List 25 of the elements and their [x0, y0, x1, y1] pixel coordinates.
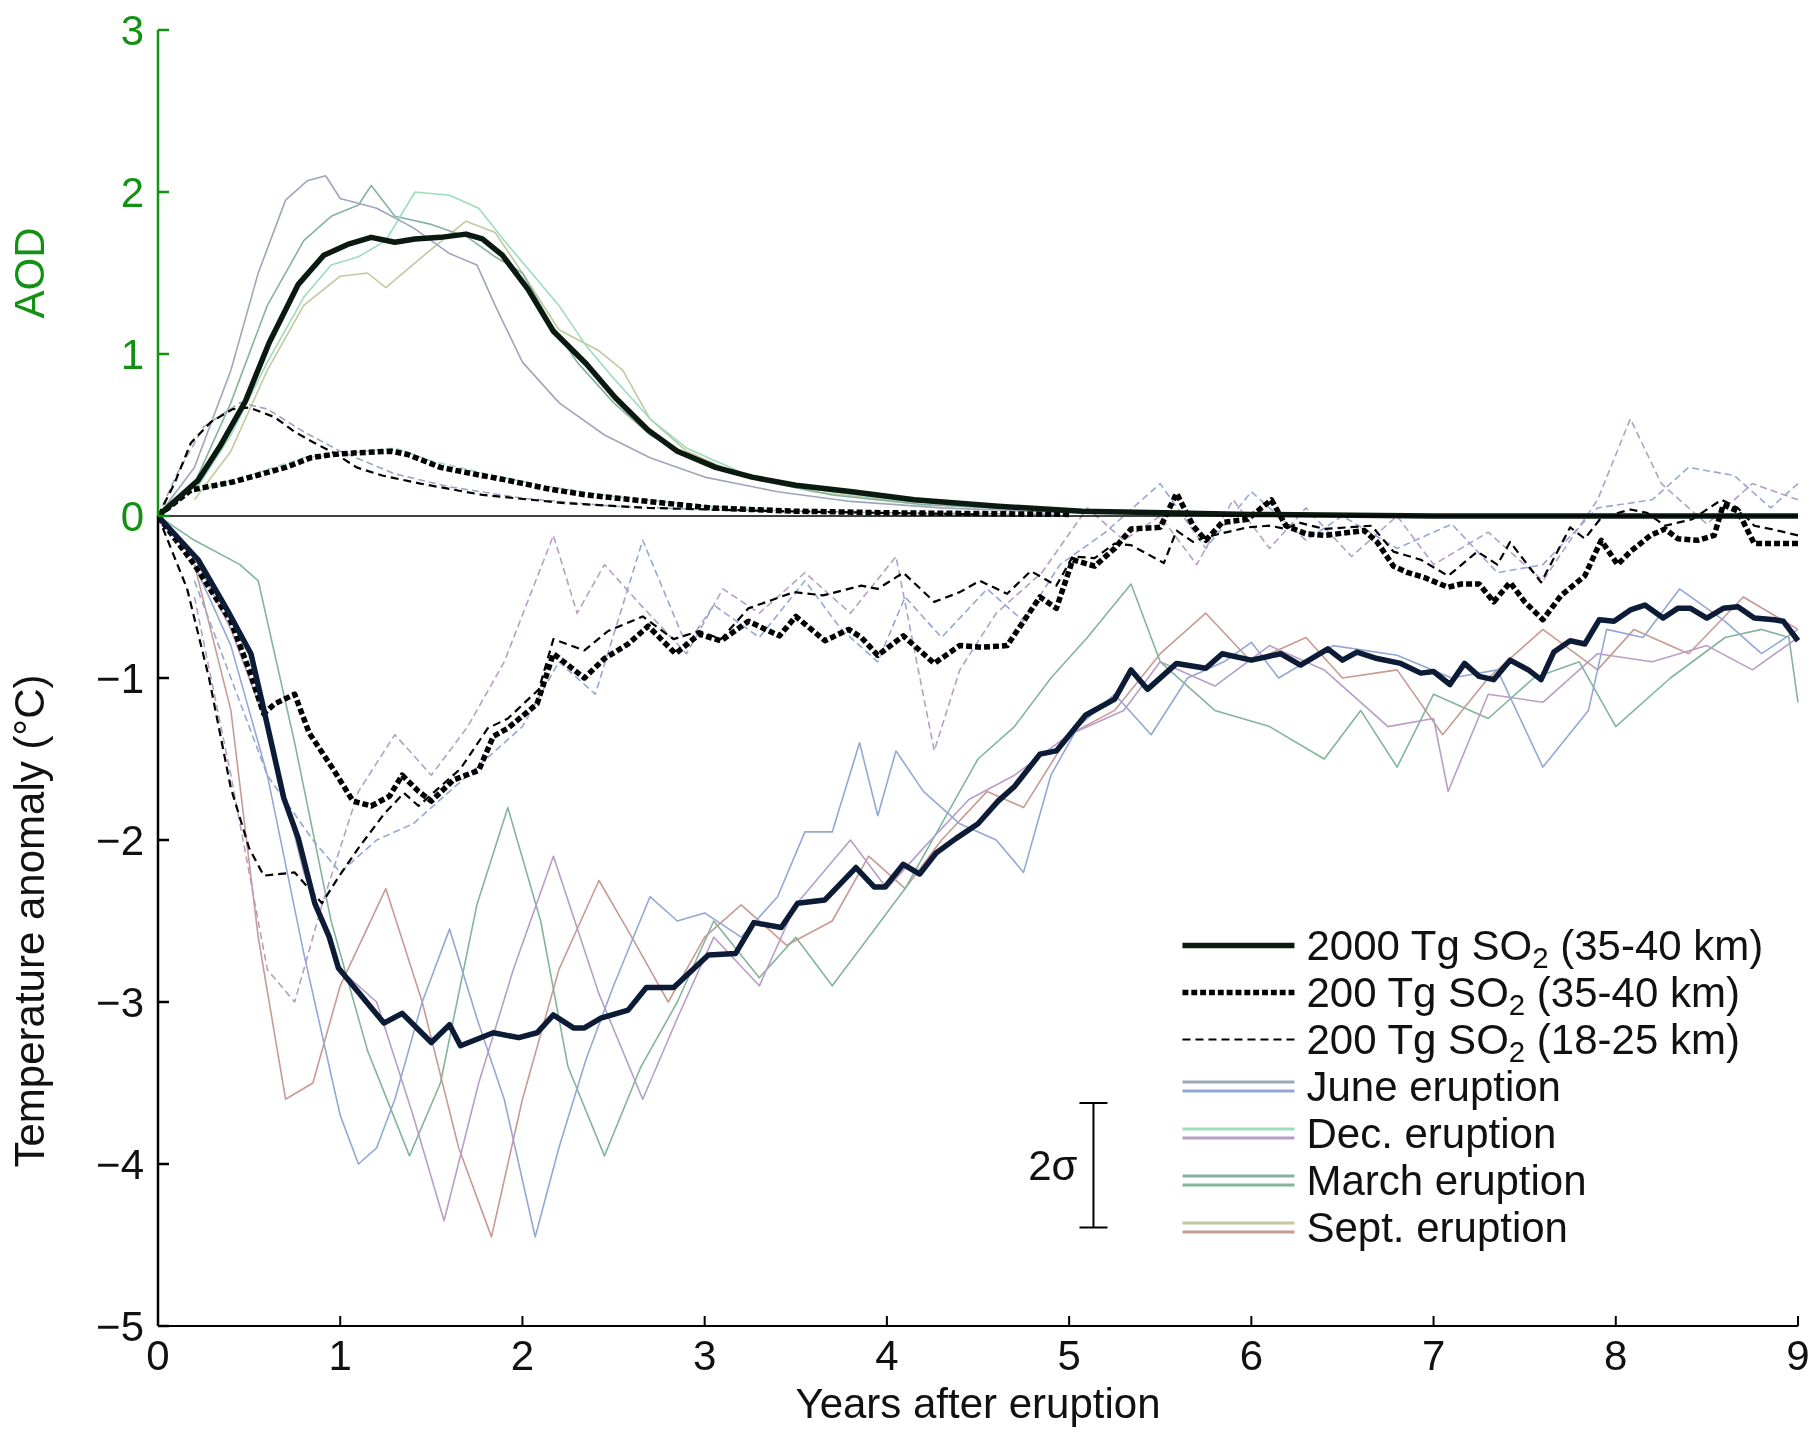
- y-tick-label: −3: [96, 978, 144, 1026]
- text: AOD: [6, 227, 53, 319]
- x-tick-label: 3: [692, 1332, 717, 1379]
- x-tick-label: 7: [1421, 1332, 1446, 1379]
- x-tick-label: 8: [1604, 1332, 1628, 1379]
- x-tick-label: 9: [1786, 1332, 1810, 1379]
- y-tick-label: −2: [96, 816, 144, 864]
- x-tick-label: 6: [1239, 1332, 1264, 1379]
- y-tick-label: 1: [120, 330, 144, 378]
- y-tick-label: 2: [120, 168, 144, 216]
- x-tick-label: 2: [510, 1332, 535, 1379]
- x-tick-label: 5: [1057, 1332, 1081, 1379]
- y-tick-label: −1: [96, 654, 144, 702]
- legend-label: Sept. eruption: [1306, 1204, 1568, 1252]
- y-tick-label: 0: [120, 492, 144, 540]
- y-tick-label: 3: [120, 6, 144, 54]
- y-axis-title: Temperature anomaly (°C): [6, 674, 53, 1168]
- legend-label: March eruption: [1306, 1157, 1587, 1205]
- x-axis-title: Years after eruption: [795, 1380, 1161, 1427]
- x-tick-label: 1: [328, 1332, 352, 1379]
- y-tick-label: −5: [96, 1302, 144, 1350]
- legend-label: Dec. eruption: [1306, 1110, 1557, 1158]
- annotation: 2σ: [1028, 1141, 1078, 1189]
- y-tick-label: −4: [96, 1140, 144, 1188]
- x-tick-label: 4: [875, 1332, 899, 1379]
